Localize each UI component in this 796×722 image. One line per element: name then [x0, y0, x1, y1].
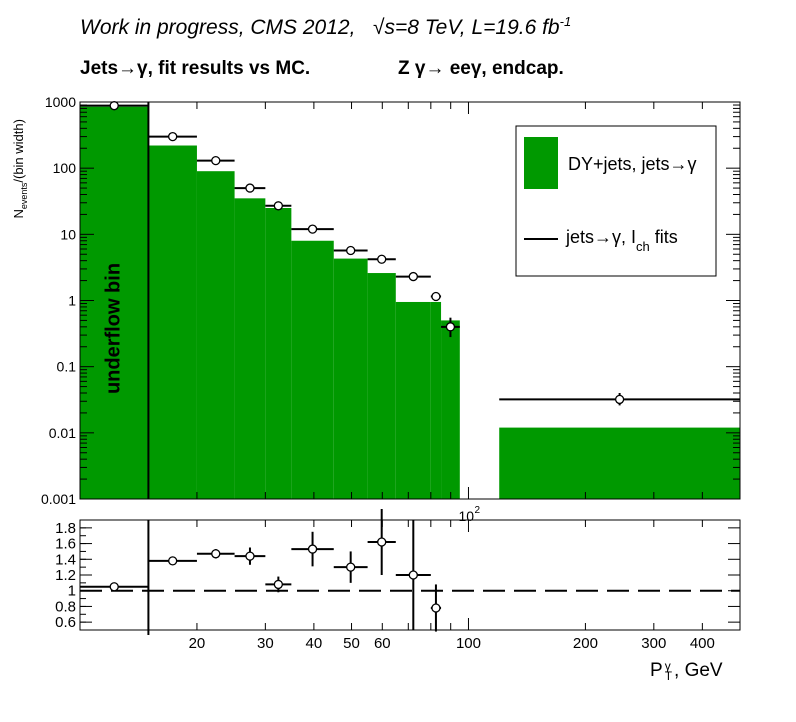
x-tick-label-5: 100	[456, 635, 481, 652]
x-tick-label-8: 400	[690, 635, 715, 652]
data-point-8	[408, 271, 418, 282]
ratio-y-tick-label: 0.8	[55, 598, 76, 615]
x-tick-label-4: 60	[374, 635, 391, 652]
ratio-y-tick-label: 1.6	[55, 536, 76, 553]
mc-bar-5	[291, 240, 334, 499]
mc-bar-7	[367, 273, 396, 499]
mc-bar-2	[196, 171, 235, 500]
header-line2-right: Z γ→ eeγ, endcap.	[398, 58, 564, 79]
y-tick-label: 0.001	[41, 491, 76, 507]
x-tick-label-3: 50	[343, 635, 360, 652]
x-tick-label-main: 10	[458, 508, 474, 524]
data-point-0	[109, 101, 119, 111]
data-point-11	[614, 394, 625, 405]
ratio-point-9	[431, 603, 441, 613]
data-point-9	[431, 291, 441, 302]
ratio-y-tick-label: 1.4	[55, 551, 76, 568]
y-tick-label: 1	[68, 293, 76, 309]
y-tick-label: 1000	[45, 94, 76, 110]
x-tick-label-6: 200	[573, 635, 598, 652]
data-point-2	[211, 155, 221, 166]
ratio-y-tick-label: 1	[68, 583, 76, 600]
ratio-point-0	[109, 582, 119, 592]
mc-bar-11	[499, 427, 740, 499]
y-tick-label: 10	[60, 226, 76, 242]
x-tick-label-1: 30	[257, 635, 274, 652]
mc-bar-4	[265, 208, 292, 499]
data-point-1	[168, 131, 178, 142]
mc-bar-9	[430, 301, 442, 499]
mc-bar-6	[333, 258, 368, 499]
ratio-point-7	[377, 537, 387, 547]
ratio-point-4	[273, 579, 284, 590]
y-tick-label: 100	[53, 160, 77, 176]
data-point-5	[307, 224, 318, 234]
ratio-point-6	[346, 562, 356, 572]
underflow-label: underflow bin	[102, 262, 125, 395]
header-line2-left: Jets→γ, fit results vs MC.	[80, 58, 311, 79]
y-axis-label: Nevents/(bin width)	[11, 119, 29, 219]
ratio-y-tick-label: 1.8	[55, 520, 76, 537]
mc-bar-0	[80, 106, 149, 500]
data-point-4	[273, 201, 284, 211]
ratio-point-2	[211, 549, 221, 559]
ratio-point-8	[408, 570, 418, 580]
header-line1: Work in progress, CMS 2012, √s=8 TeV, L=…	[80, 14, 572, 39]
data-point-7	[377, 254, 387, 264]
x-tick-label-0: 20	[189, 635, 206, 652]
data-point-6	[346, 245, 356, 256]
y-tick-label: 0.01	[49, 425, 76, 441]
legend-swatch-mc	[524, 137, 558, 189]
ratio-point-5	[307, 544, 318, 554]
mc-bar-1	[148, 145, 197, 499]
x-tick-label-7: 300	[641, 635, 666, 652]
mc-bar-10	[441, 320, 460, 499]
mc-bar-3	[234, 198, 266, 499]
legend-label-mc: DY+jets, jets→γ	[568, 154, 697, 174]
ratio-y-tick-label: 1.2	[55, 567, 76, 584]
ratio-y-tick-label: 0.6	[55, 614, 76, 631]
x-tick-label-2: 40	[306, 635, 323, 652]
x-tick-exponent-main: 2	[474, 505, 480, 516]
ratio-point-1	[168, 556, 178, 566]
data-point-10	[445, 322, 456, 332]
ratio-point-3	[245, 551, 255, 561]
y-tick-label: 0.1	[57, 359, 77, 375]
data-point-3	[245, 183, 255, 193]
mc-bar-8	[395, 301, 431, 499]
